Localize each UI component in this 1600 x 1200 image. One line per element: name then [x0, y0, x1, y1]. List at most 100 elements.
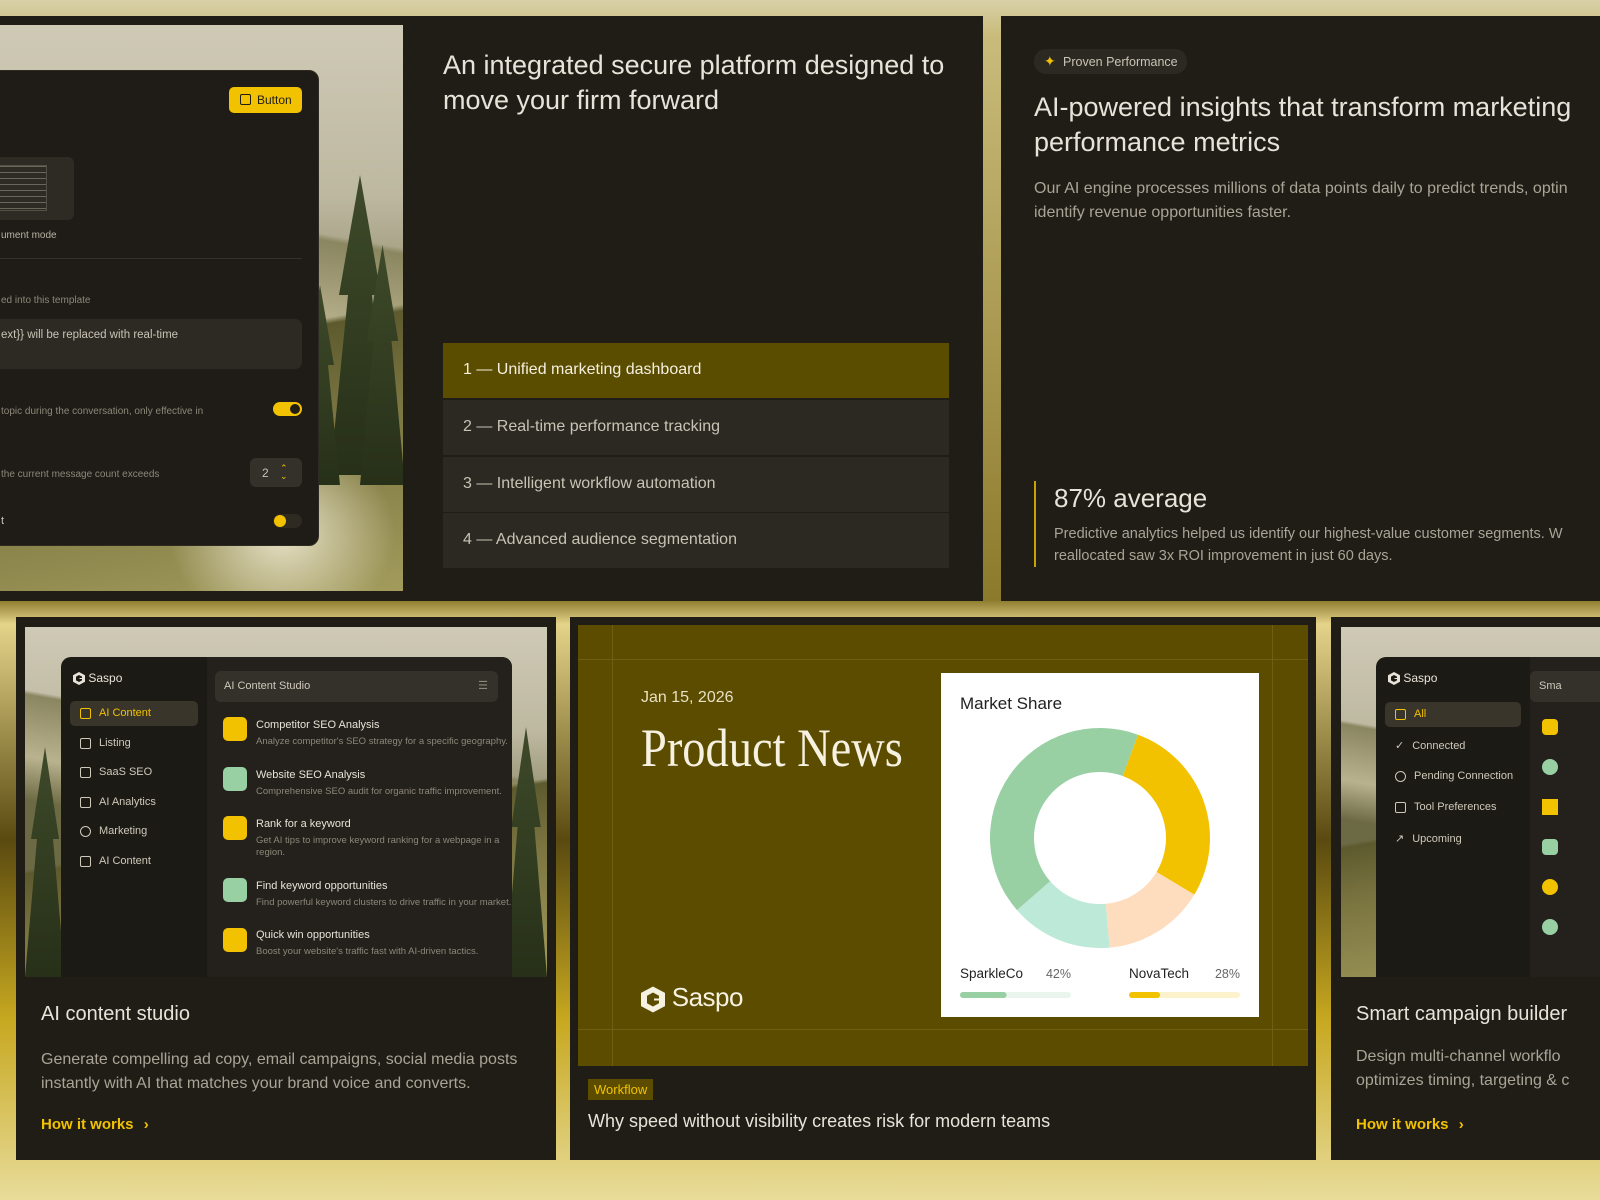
- logo-text: Saspo: [1403, 671, 1438, 685]
- donut-segment: [1105, 871, 1195, 948]
- legend-bar: [960, 992, 1007, 998]
- nav-label: Upcoming: [1412, 832, 1462, 845]
- item-title[interactable]: Competitor SEO Analysis: [256, 719, 380, 731]
- nav-item[interactable]: ↗ Upcoming: [1395, 832, 1462, 846]
- link[interactable]: How it works ›: [1356, 1116, 1464, 1133]
- nav-item[interactable]: Pending Connection: [1395, 770, 1513, 782]
- badge: ✦ Proven Performance: [1034, 49, 1187, 74]
- nav-item[interactable]: Marketing: [80, 825, 147, 837]
- nav-item[interactable]: ✓ Connected: [1395, 739, 1466, 753]
- nav-label: All: [1414, 708, 1427, 720]
- logo: Saspo: [1388, 671, 1438, 686]
- nav-label: Listing: [99, 737, 131, 749]
- nav-item[interactable]: Tool Preferences: [1395, 801, 1497, 813]
- item-icon: [223, 717, 247, 741]
- feature-item[interactable]: 2 — Real-time performance tracking: [443, 400, 949, 455]
- button[interactable]: Button: [229, 87, 302, 113]
- nav-icon: [1395, 708, 1406, 720]
- divider: [0, 258, 302, 259]
- label: ed into this template: [1, 295, 91, 306]
- toggle-off[interactable]: [273, 514, 302, 528]
- nav-icon: [1395, 801, 1406, 813]
- nav-item[interactable]: AI Content: [80, 707, 151, 719]
- tool-icon: [1542, 839, 1558, 855]
- logo-text: Saspo: [671, 982, 744, 1012]
- tool-icon: [1542, 879, 1558, 895]
- donut-chart: SparkleCo 42% NovaTech 28%: [960, 728, 1240, 998]
- nav-item[interactable]: All: [1395, 708, 1426, 720]
- menu-icon[interactable]: ☰: [478, 680, 488, 692]
- logo-mark: [641, 986, 665, 1013]
- nav-label: Marketing: [99, 825, 148, 837]
- button-label: Button: [257, 93, 292, 107]
- label: t: [1, 515, 5, 527]
- item-icon: [223, 878, 247, 902]
- item-title[interactable]: Quick win opportunities: [256, 929, 370, 941]
- headline: An integrated secure platform designed t…: [443, 50, 945, 115]
- card-footer: [1331, 977, 1600, 1160]
- item-desc: Find powerful keyword clusters to drive …: [256, 897, 512, 908]
- insights-panel: ✦ Proven Performance AI-powered insights…: [1001, 16, 1600, 601]
- guide: [578, 1029, 1308, 1030]
- nav-selected: [1385, 702, 1521, 727]
- spinner-arrows: ⌃ ⌄: [280, 463, 288, 481]
- news-card: Jan 15, 2026 Product News Saspo Market S…: [570, 617, 1316, 1160]
- stat: 87% average: [1054, 483, 1208, 513]
- nav-label: SaaS SEO: [99, 766, 153, 778]
- guide: [1272, 625, 1273, 1066]
- value-label: 42%: [1046, 967, 1071, 981]
- feature-item[interactable]: 3 — Intelligent workflow automation: [443, 457, 949, 512]
- link[interactable]: How it works ›: [41, 1116, 149, 1133]
- nav-label: Tool Preferences: [1414, 801, 1497, 813]
- feature-item-active[interactable]: 1 — Unified marketing dashboard: [443, 343, 949, 398]
- logo-mark: [1388, 672, 1400, 686]
- chevron: ›: [143, 1116, 149, 1133]
- date: Jan 15, 2026: [641, 689, 734, 706]
- hero-panel: Button ument mode ed into this template …: [0, 16, 983, 601]
- logo-mark: [73, 672, 85, 686]
- textarea[interactable]: ext}} will be replaced with real-time: [0, 319, 302, 369]
- legend-label: NovaTech: [1129, 966, 1189, 981]
- item-title[interactable]: Find keyword opportunities: [256, 880, 388, 892]
- nav-icon: [1395, 770, 1406, 782]
- campaign-card: Saspo All ✓ Connected Pending Connection …: [1331, 617, 1600, 1160]
- headline: AI-powered insights that transform marke…: [1034, 92, 1572, 157]
- nav-item[interactable]: SaaS SEO: [80, 766, 152, 778]
- nav-icon: ↗: [1395, 833, 1405, 845]
- card-title[interactable]: Why speed without visibility creates ris…: [588, 1111, 1051, 1131]
- card-desc: Generate compelling ad copy, email campa…: [41, 1051, 518, 1092]
- settings-panel: Button ument mode ed into this template …: [0, 70, 319, 546]
- tool-icon: [1542, 759, 1558, 775]
- nav-icon: ✓: [1395, 740, 1405, 752]
- feature-item[interactable]: 4 — Advanced audience segmentation: [443, 513, 949, 568]
- tree: [25, 747, 65, 977]
- edit-icon: [240, 94, 251, 105]
- logo: Saspo: [73, 671, 122, 686]
- thumbnail: [0, 157, 74, 220]
- toggle-on[interactable]: [273, 402, 302, 416]
- nav-label: Connected: [1412, 739, 1466, 752]
- logo: Saspo: [641, 982, 743, 1013]
- item-title[interactable]: Rank for a keyword: [256, 818, 351, 830]
- donut-segment: [990, 728, 1138, 911]
- nav-item[interactable]: Listing: [80, 737, 131, 749]
- tool-icon: [1542, 799, 1558, 815]
- item-title[interactable]: Website SEO Analysis: [256, 769, 366, 781]
- nav-item[interactable]: AI Analytics: [80, 796, 156, 808]
- toggle-knob: [274, 515, 286, 527]
- number-input[interactable]: 2 ⌃ ⌄: [250, 458, 302, 487]
- tag: Workflow: [588, 1079, 654, 1100]
- body-line: Our AI engine processes millions of data…: [1034, 180, 1568, 197]
- quote-line: Predictive analytics helped us identify …: [1054, 526, 1563, 542]
- link-text: How it works: [41, 1116, 134, 1133]
- panel-title: AI Content Studio: [224, 680, 311, 692]
- textarea-text: ext}} will be replaced with real-time: [1, 329, 179, 341]
- label: topic during the conversation, only effe…: [1, 406, 204, 417]
- nav-label: Pending Connection: [1414, 770, 1514, 782]
- nav-item[interactable]: AI Content: [80, 855, 151, 867]
- nav-icon: [80, 825, 91, 837]
- app-mock: Saspo AI Content Listing SaaS SEO AI Ana…: [61, 657, 512, 987]
- main-panel: AI Content Studio ☰: [207, 657, 512, 987]
- card-desc-line: Design multi-channel workflo: [1356, 1048, 1561, 1065]
